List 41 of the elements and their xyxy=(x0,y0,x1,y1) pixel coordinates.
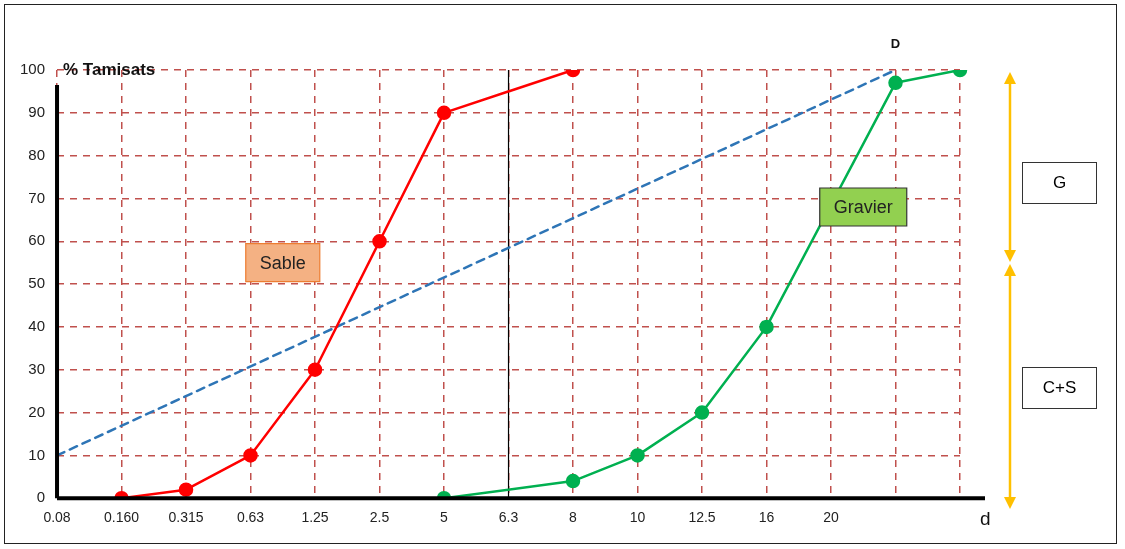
y-tick-label: 60 xyxy=(28,231,46,249)
x-tick-label: 0.315 xyxy=(168,509,204,526)
x-tick-label: 1.25 xyxy=(301,509,329,526)
series-label: Gravier xyxy=(833,196,893,217)
x-tick-label: 6.3 xyxy=(498,509,519,526)
y-axis-title: % Tamisats xyxy=(63,59,156,79)
y-tick-label: 70 xyxy=(28,188,46,206)
point xyxy=(436,105,452,121)
text: Sable xyxy=(259,252,306,273)
text: C+S xyxy=(1022,367,1097,409)
x-tick-label: 20 xyxy=(823,509,839,526)
x-tick-label: 12.5 xyxy=(688,509,716,526)
x-tick-label: 8 xyxy=(569,509,578,526)
point xyxy=(630,448,645,463)
x-tick-label: 5 xyxy=(440,509,449,526)
point xyxy=(565,473,581,489)
y-tick-label: 30 xyxy=(28,359,46,377)
y-tick-label: 10 xyxy=(28,445,46,463)
x-tick-label: 10 xyxy=(629,509,646,526)
y-tick-label: 90 xyxy=(28,102,46,120)
point xyxy=(372,234,387,249)
y-tick-label: 20 xyxy=(28,402,46,420)
point xyxy=(888,75,903,91)
text: D xyxy=(890,35,901,51)
y-tick-label: 100 xyxy=(20,60,46,78)
x-tick-label: 0.08 xyxy=(43,509,71,526)
x-tick-label: 0.63 xyxy=(236,509,265,526)
x-tick-label: 16 xyxy=(758,509,775,526)
point xyxy=(759,319,774,335)
x-tick-label: 2.5 xyxy=(369,509,390,526)
y-tick-label: 50 xyxy=(28,274,46,292)
point xyxy=(243,448,258,463)
y-tick-label: 80 xyxy=(28,145,46,163)
y-tick-label: 40 xyxy=(28,317,46,335)
point xyxy=(178,482,194,497)
point xyxy=(307,362,323,377)
point xyxy=(694,405,710,420)
x-tick-label: 0.160 xyxy=(104,509,140,526)
y-tick-label: 0 xyxy=(36,488,46,506)
x-axis-title: d xyxy=(980,508,991,530)
text: G xyxy=(1022,162,1097,204)
